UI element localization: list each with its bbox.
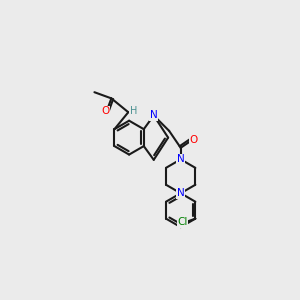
Text: N: N <box>177 188 184 198</box>
Text: H: H <box>130 106 137 116</box>
Text: O: O <box>102 106 110 116</box>
Text: N: N <box>150 110 158 121</box>
Text: O: O <box>190 135 198 145</box>
Text: N: N <box>129 107 137 117</box>
Text: Cl: Cl <box>177 218 188 227</box>
Text: N: N <box>177 154 184 164</box>
